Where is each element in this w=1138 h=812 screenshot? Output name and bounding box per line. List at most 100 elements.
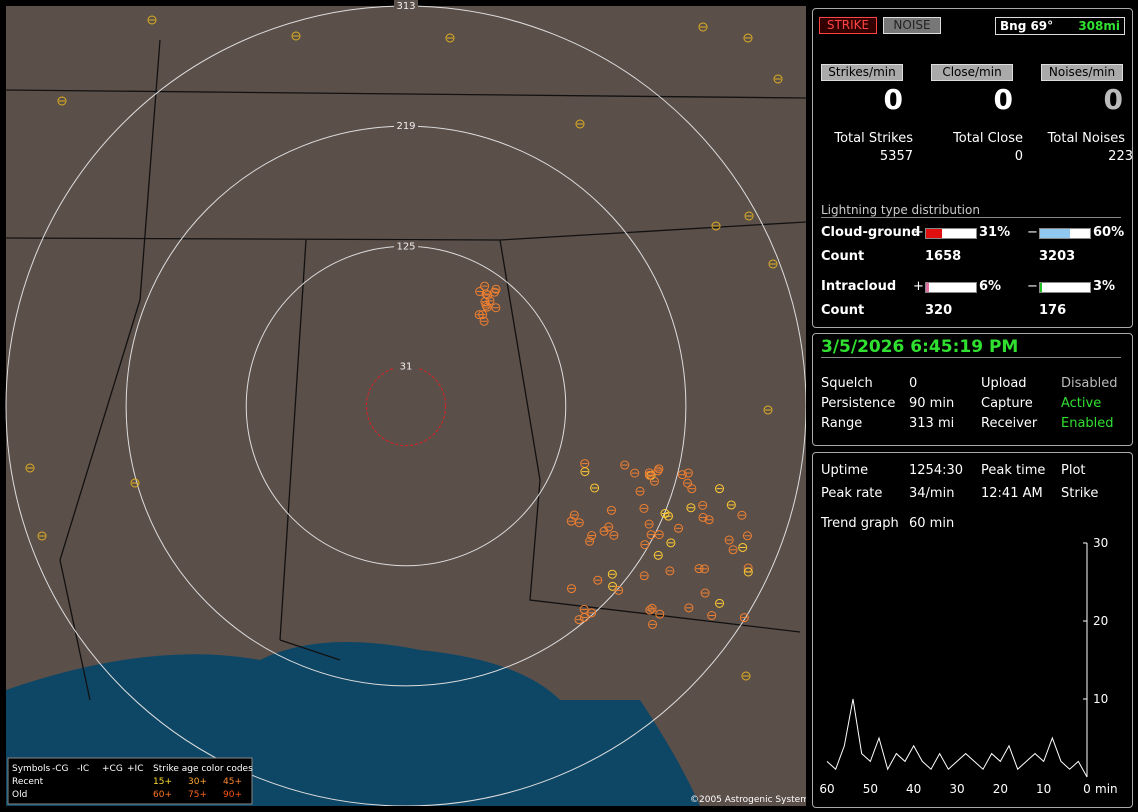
legend-header: +IC: [127, 764, 143, 774]
rate-label: Noises/min: [1041, 64, 1123, 81]
setting: Enabled: [1061, 416, 1114, 431]
rate-label: Strikes/min: [821, 64, 903, 81]
ring-label: 219: [396, 121, 415, 132]
strike-symbol: [704, 515, 714, 525]
strike-symbol: [620, 460, 630, 470]
strike-symbol: [630, 468, 640, 478]
strike-symbol: [590, 483, 600, 493]
legend-age: 90+: [223, 790, 242, 800]
ring-label: 313: [396, 1, 415, 12]
setting: Persistence: [821, 396, 896, 411]
setting: 12:41 AM: [981, 486, 1043, 501]
setting: Capture: [981, 396, 1033, 411]
stats-panel: STRIKE NOISE Bng 69° 308mi Strikes/min 0 C…: [812, 8, 1133, 328]
legend-text: Recent: [12, 777, 44, 787]
legend-age: 15+: [153, 777, 172, 787]
strike-symbol: [742, 531, 752, 541]
strike-symbol: [479, 316, 489, 326]
total-value: 0: [1014, 149, 1023, 164]
sign: +: [913, 225, 924, 240]
legend-header: -CG: [52, 764, 69, 774]
sign: −: [1027, 279, 1038, 294]
strike-symbol: [653, 466, 663, 476]
strike-symbol: [291, 31, 301, 41]
x-tick-label: 50: [863, 782, 878, 796]
map: 313 219 125 31 Symbols Recent Old Strike ag…: [5, 0, 806, 806]
strike-symbol: [639, 571, 649, 581]
strike-symbol: [711, 221, 721, 231]
ring-label-bg: [394, 360, 418, 372]
strike-symbol: [483, 290, 493, 300]
percent: 3%: [1093, 279, 1116, 294]
trend-label: Trend graph: [821, 516, 899, 531]
strike-symbol: [660, 509, 670, 519]
strike-button[interactable]: STRIKE: [819, 17, 877, 34]
percent: 6%: [979, 279, 1002, 294]
strike-symbol: [665, 566, 675, 576]
strike-symbol: [677, 470, 687, 480]
strike-symbol: [491, 284, 501, 294]
strike-symbol: [585, 536, 595, 546]
ring-label-bg: [394, 120, 418, 132]
strike-symbol: [683, 468, 693, 478]
strike-symbol: [609, 530, 619, 540]
strike-symbol: [684, 603, 694, 613]
legend: [7, 757, 253, 805]
strike-symbol: [644, 468, 654, 478]
strike-symbol: [649, 476, 659, 486]
strike-symbol: [481, 289, 491, 299]
count-label: Count: [821, 303, 865, 318]
trend-line: [826, 698, 1088, 778]
rate-value: 0: [883, 83, 903, 116]
ring-label-bg: [394, 240, 418, 252]
legend-age: 45+: [223, 777, 242, 787]
strike-symbol: [481, 300, 491, 310]
strike-symbol: [579, 612, 589, 622]
distance: 308mi: [1078, 19, 1120, 33]
strike-symbol: [737, 510, 747, 520]
strike-symbol: [698, 500, 708, 510]
strike-symbol: [707, 611, 717, 621]
setting: Disabled: [1061, 376, 1118, 391]
x-tick-label: 30: [949, 782, 964, 796]
x-tick-label: 60: [819, 782, 834, 796]
setting: Active: [1061, 396, 1102, 411]
legend-age: 30+: [188, 777, 207, 787]
strike-symbol: [698, 512, 708, 522]
copyright: ©2005 Astrogenic Systems: [690, 795, 806, 805]
ring-label: 125: [396, 241, 415, 252]
strike-symbol: [635, 486, 645, 496]
datetime: 3/5/2026 6:45:19 PM: [821, 337, 1121, 358]
strike-symbol: [580, 467, 590, 477]
total-label: Total Close: [953, 131, 1023, 146]
strike-symbol: [674, 523, 684, 533]
strike-symbol: [728, 545, 738, 555]
strike-symbol: [646, 530, 656, 540]
strike-symbol: [640, 540, 650, 550]
strike-symbol: [37, 531, 47, 541]
y-tick-label: 10: [1093, 692, 1108, 706]
strike-symbol: [645, 605, 655, 615]
noise-button[interactable]: NOISE: [883, 17, 941, 34]
strike-symbol: [763, 405, 773, 415]
strike-symbol: [587, 608, 597, 618]
legend-header: -IC: [77, 764, 89, 774]
strike-symbol: [686, 503, 696, 513]
ring-label: 31: [400, 361, 413, 372]
strike-symbol: [575, 119, 585, 129]
strike-symbol: [644, 470, 654, 480]
strike-symbol: [738, 542, 748, 552]
strike-symbol: [743, 567, 753, 577]
strike-symbol: [57, 96, 67, 106]
strike-symbol: [130, 478, 140, 488]
bar-track: [1039, 282, 1091, 293]
setting: 1254:30: [909, 463, 964, 478]
strike-symbol: [607, 569, 617, 579]
strike-symbol: [773, 74, 783, 84]
sign: +: [913, 279, 924, 294]
count: 320: [925, 303, 953, 318]
setting: Plot: [1061, 463, 1086, 478]
setting: Strike: [1061, 486, 1099, 501]
trend-panel: Uptime 1254:30 Peak time Plot Peak rate 34/mi…: [812, 452, 1133, 808]
